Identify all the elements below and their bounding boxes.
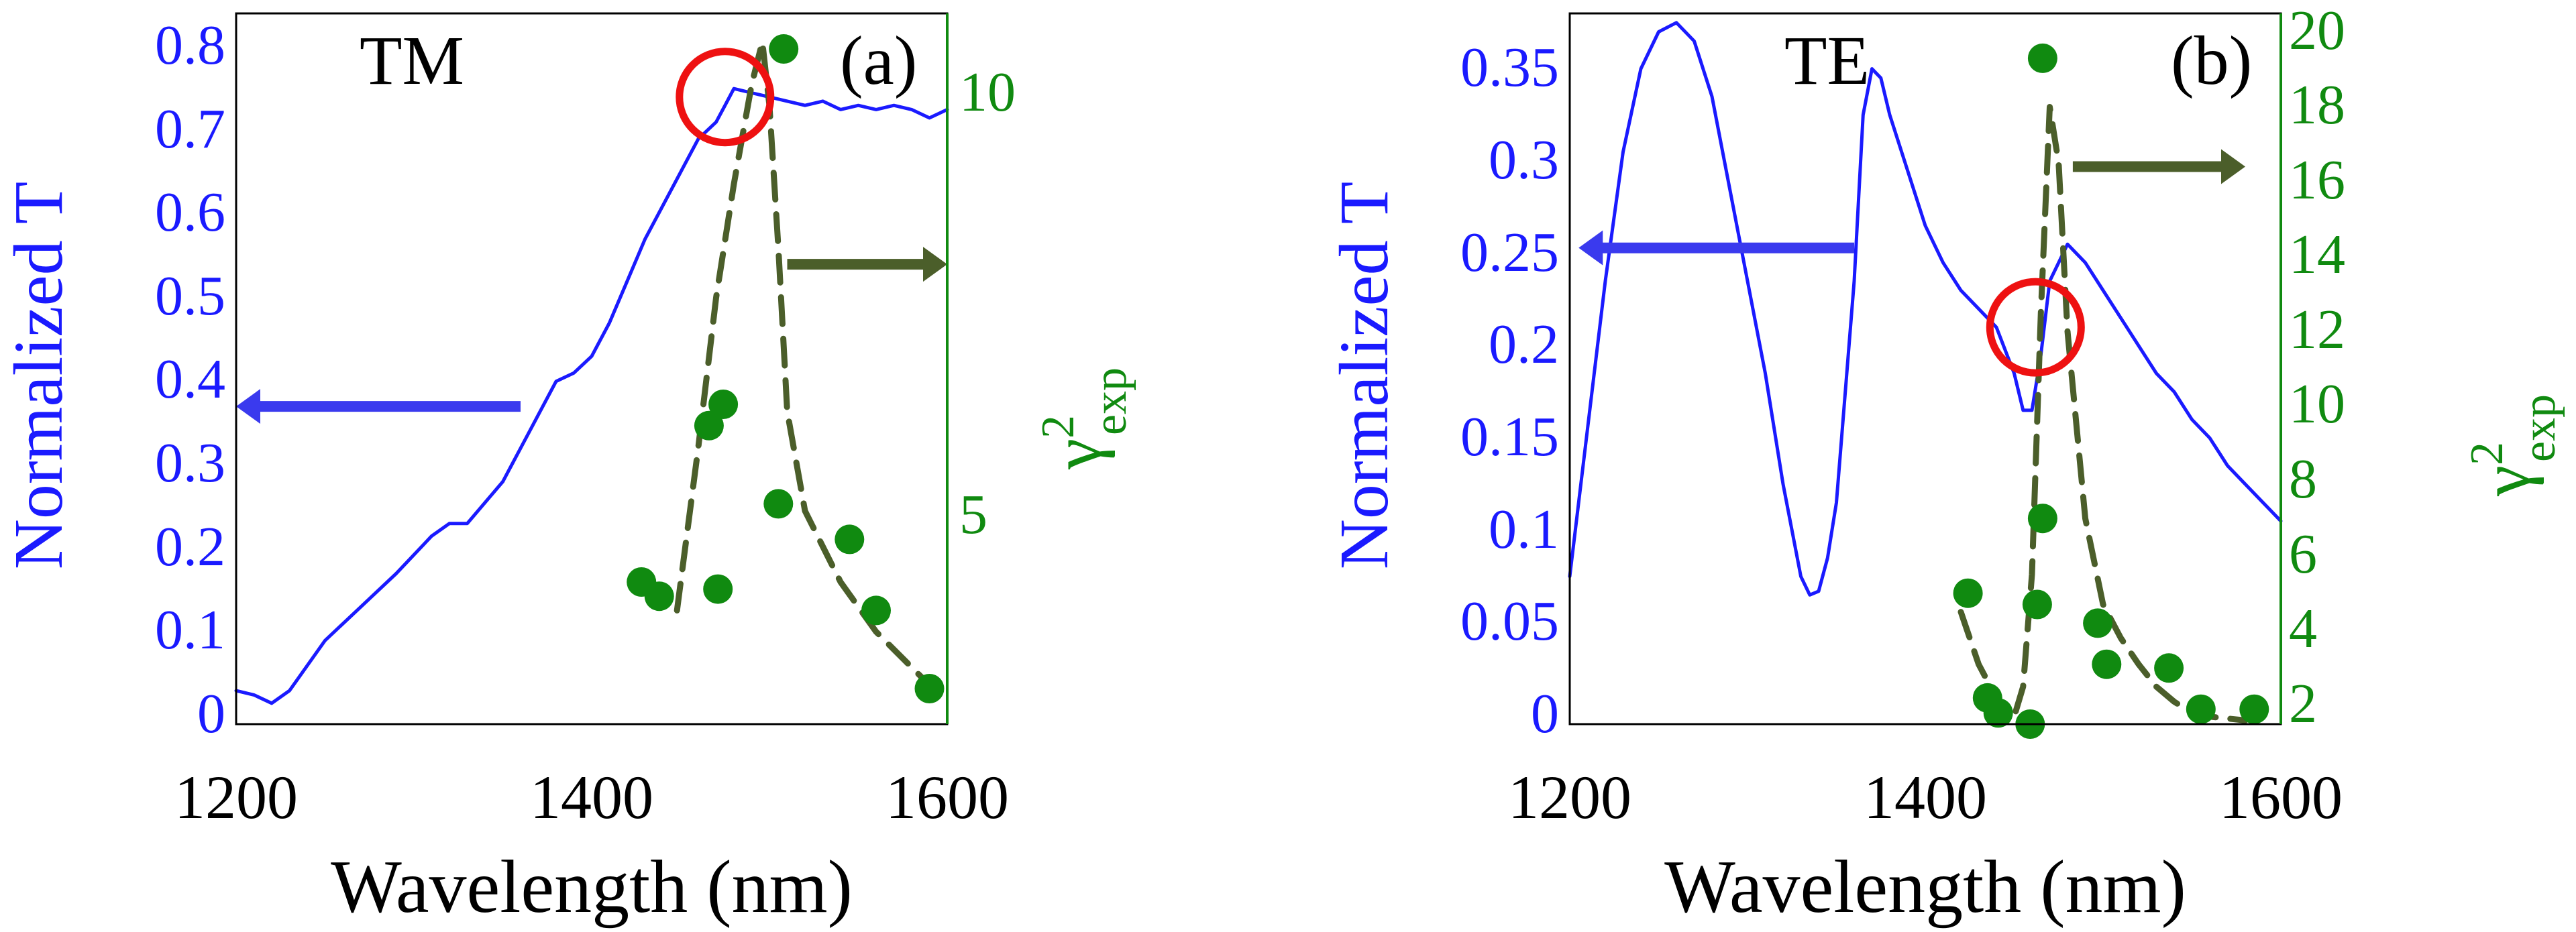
gamma-data-point-a <box>763 489 794 519</box>
y-right-tick-label: 2 <box>2289 673 2317 735</box>
panel-label-b: (b) <box>2171 22 2252 99</box>
axes-frame-b <box>1568 12 2282 725</box>
gamma-data-point-a <box>703 574 733 604</box>
plot-area-b <box>1568 21 2283 739</box>
y-left-axis-label-b: Normalized T <box>1326 182 1403 570</box>
x-tick-label: 1600 <box>885 763 1009 831</box>
arrowhead-left-a <box>236 389 260 424</box>
x-tick-labels-b: 1200 1400 1600 <box>1508 763 2343 831</box>
x-axis-label-b: Wavelength (nm) <box>1664 846 2186 929</box>
y-right-tick-label: 10 <box>2289 373 2345 435</box>
gamma-subscript: exp <box>1085 367 1136 435</box>
gamma-data-point-b <box>2083 608 2113 638</box>
y-tick-label: 0.5 <box>155 265 225 327</box>
y-tick-label: 0.15 <box>1460 406 1559 468</box>
gamma-symbol: γ <box>1038 439 1116 470</box>
gamma-data-point-b <box>2022 589 2052 620</box>
y-tick-label: 0.2 <box>155 516 225 578</box>
y-right-tick-label: 5 <box>959 483 987 546</box>
gamma-data-point-a <box>708 390 739 419</box>
panel-a: TM (a) 1200 1400 1600 0 0.1 0.2 0.3 0.4 … <box>0 12 1136 929</box>
plot-area-a <box>234 34 949 705</box>
y-right-tick-label: 14 <box>2289 223 2345 286</box>
gamma-data-point-a <box>861 595 891 626</box>
y-right-tick-label: 16 <box>2289 149 2345 211</box>
mode-label-a: TM <box>360 22 464 99</box>
y-tick-label: 0 <box>1531 683 1559 745</box>
y-left-tick-labels-b: 0 0.05 0.1 0.15 0.2 0.25 0.3 0.35 <box>1460 36 1559 745</box>
y-tick-label: 0.05 <box>1460 590 1559 652</box>
x-tick-label: 1400 <box>1864 763 1987 831</box>
gamma-data-point-b <box>2186 694 2216 724</box>
x-tick-label: 1200 <box>1508 763 1631 831</box>
gamma-data-point-b <box>2027 43 2057 73</box>
y-tick-label: 0.4 <box>155 348 225 410</box>
y-tick-label: 0.1 <box>1489 498 1559 561</box>
x-tick-label: 1200 <box>174 763 298 831</box>
gamma-data-point-a <box>914 674 945 703</box>
highlight-circle-a <box>676 48 775 147</box>
y-right-tick-label: 8 <box>2289 448 2317 510</box>
y-left-axis-label-a: Normalized T <box>0 182 77 570</box>
y-right-tick-labels-a: 5 10 <box>959 61 1016 546</box>
transmission-curve-a <box>234 86 949 705</box>
axes-frame-a <box>235 12 949 725</box>
gamma-data-point-b <box>1983 698 2013 728</box>
arrowhead-right-b <box>2221 149 2245 184</box>
y-tick-label: 0.3 <box>1489 129 1559 191</box>
arrowhead-right-a <box>923 247 947 282</box>
gamma-data-point-b <box>2239 694 2269 724</box>
x-tick-labels-a: 1200 1400 1600 <box>174 763 1009 831</box>
y-tick-label: 0.1 <box>155 599 225 661</box>
gamma-subscript: exp <box>2514 394 2565 462</box>
gamma-data-point-b <box>2092 649 2122 679</box>
y-right-tick-labels-b: 2 4 6 8 10 12 14 16 18 20 <box>2289 0 2345 735</box>
gamma-data-point-a <box>694 410 724 441</box>
panel-label-a: (a) <box>840 22 917 99</box>
y-right-axis-label-b: γ2exp <box>2461 394 2565 497</box>
gamma-symbol: γ <box>2467 465 2544 497</box>
highlight-circle-b <box>1986 278 2085 377</box>
gamma-data-point-b <box>1953 578 1983 608</box>
gamma-data-point-a <box>644 581 674 611</box>
x-tick-label: 1400 <box>530 763 653 831</box>
y-right-tick-label: 18 <box>2289 74 2345 136</box>
transmission-curve-b <box>1568 21 2283 597</box>
y-tick-label: 0 <box>197 683 225 745</box>
y-right-tick-label: 12 <box>2289 298 2345 361</box>
y-right-tick-label: 10 <box>959 61 1016 123</box>
y-tick-label: 0.2 <box>1489 313 1559 375</box>
gamma-data-point-a <box>835 524 865 555</box>
gamma-data-point-a <box>769 34 799 64</box>
gamma-data-point-b <box>2154 653 2184 683</box>
y-tick-label: 0.25 <box>1460 221 1559 284</box>
y-tick-label: 0.35 <box>1460 36 1559 99</box>
x-axis-label-a: Wavelength (nm) <box>331 846 853 929</box>
gamma-superscript: 2 <box>1032 415 1084 439</box>
y-tick-label: 0.3 <box>155 432 225 494</box>
arrowhead-left-b <box>1578 230 1603 266</box>
mode-label-b: TE <box>1784 22 1870 99</box>
y-right-tick-label: 20 <box>2289 0 2345 62</box>
gamma-superscript: 2 <box>2461 442 2513 465</box>
y-right-tick-label: 6 <box>2289 523 2317 585</box>
y-tick-label: 0.6 <box>155 181 225 243</box>
y-left-tick-labels-a: 0 0.1 0.2 0.3 0.4 0.5 0.6 0.7 0.8 <box>155 14 225 745</box>
panel-b: TE (b) 1200 1400 1600 0 0.05 0.1 0.15 0.… <box>1326 0 2565 929</box>
y-right-axis-label-a: γ2exp <box>1032 367 1136 470</box>
x-tick-label: 1600 <box>2219 763 2343 831</box>
y-tick-label: 0.8 <box>155 14 225 76</box>
y-right-tick-label: 4 <box>2289 597 2317 660</box>
gamma-data-point-b <box>2027 504 2057 534</box>
y-tick-label: 0.7 <box>155 98 225 160</box>
